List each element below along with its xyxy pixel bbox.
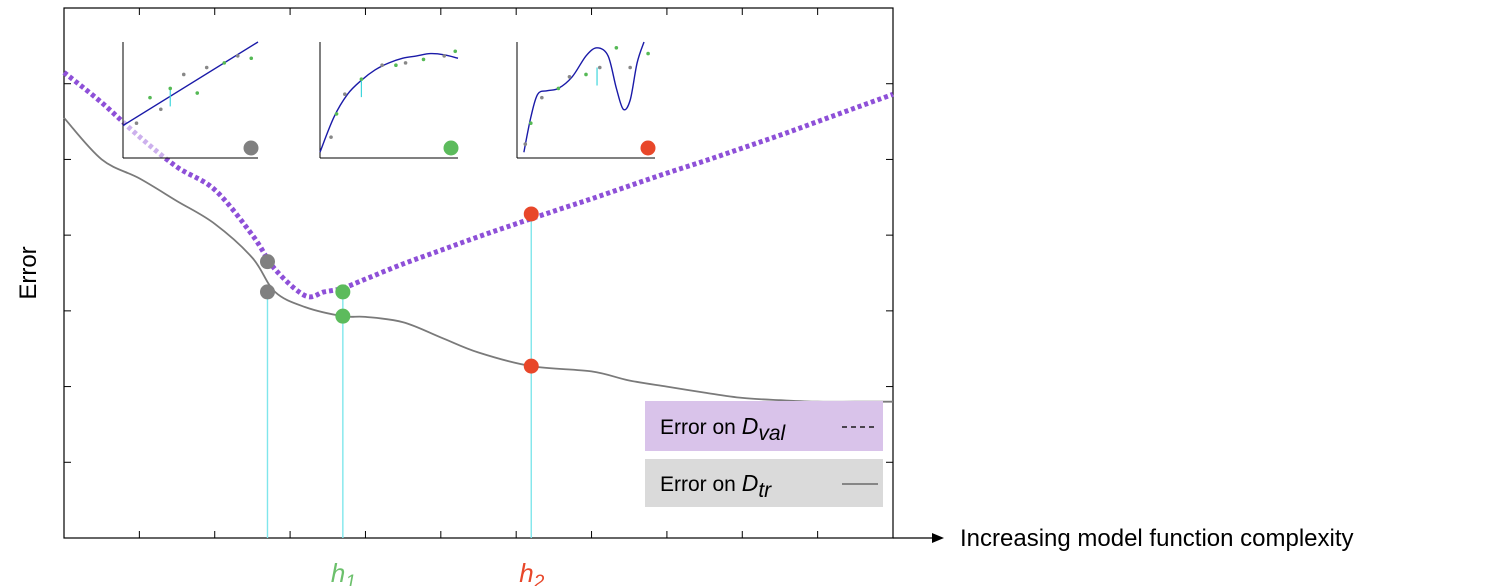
inset-data-point: [249, 56, 254, 61]
svg-text:Error on Dtr: Error on Dtr: [660, 470, 772, 502]
x-marker-symbol: h: [331, 558, 345, 586]
inset-data-point: [403, 61, 408, 65]
inset-fit-curve: [523, 41, 645, 153]
legend-tr-subscript: tr: [758, 479, 772, 502]
series-group: [62, 70, 894, 403]
x-marker-label: h1: [331, 558, 356, 586]
inset-data-point: [134, 121, 139, 125]
axis-ticks: [64, 8, 893, 538]
inset-data-point: [394, 63, 398, 67]
legend-val-background: [645, 401, 883, 451]
inset-data-point: [628, 65, 632, 70]
x-markers: h1 h2: [331, 558, 545, 586]
inset-fit-curve: [319, 52, 459, 153]
inset-data-point: [614, 46, 619, 50]
inset-data-point: [159, 107, 163, 112]
inset-data-point: [567, 75, 572, 79]
x-axis-label: Increasing model function complexity: [960, 525, 1354, 552]
inset-marker: [640, 140, 656, 156]
inset-good-fit: [319, 42, 459, 159]
legend-tr-prefix: Error on: [660, 473, 742, 496]
inset-overfit: [516, 41, 656, 159]
inset-data-point: [421, 57, 426, 62]
data-point: [523, 206, 539, 222]
legend-item-val: Error on Dval: [645, 401, 883, 451]
inset-fit-line: [122, 41, 259, 127]
legend-val-symbol: D: [742, 413, 759, 439]
inset-data-point: [584, 72, 588, 77]
series-line-val: [62, 70, 894, 300]
plot-frame: [63, 7, 894, 539]
inset-data-point: [329, 135, 333, 139]
inset-marker: [243, 140, 259, 156]
inset-data-point: [168, 86, 173, 91]
x-marker-subscript: 2: [533, 572, 545, 586]
data-point: [335, 308, 351, 324]
inset-data-point: [204, 65, 209, 70]
inset-data-point: [646, 51, 650, 56]
data-point: [259, 284, 275, 300]
legend-item-tr: Error on Dtr: [645, 459, 883, 507]
legend-tr-background: [645, 459, 883, 507]
inset-data-point: [195, 91, 200, 95]
series-line-tr: [63, 117, 893, 403]
x-axis-arrow-head: [932, 533, 944, 543]
x-marker-subscript: 1: [345, 572, 356, 586]
inset-data-point: [222, 61, 227, 65]
y-axis-label: Error: [15, 246, 42, 299]
inset-data-point: [181, 72, 186, 77]
svg-text:Error on Dval: Error on Dval: [660, 413, 787, 445]
inset-underfit: [122, 41, 259, 159]
inset-data-point: [598, 65, 602, 70]
legend-val-subscript: val: [758, 422, 786, 445]
insets-group: [122, 41, 656, 159]
inset-data-point: [359, 77, 364, 81]
inset-data-point: [380, 63, 384, 67]
inset-data-point: [343, 92, 347, 96]
legend-val-prefix: Error on: [660, 416, 742, 439]
inset-data-point: [148, 95, 152, 100]
inset-data-point: [235, 54, 240, 58]
marker-points: [259, 206, 539, 374]
inset-data-point: [334, 112, 339, 116]
data-point: [523, 358, 539, 374]
inset-data-point: [442, 54, 447, 58]
drop-lines: [266, 213, 532, 538]
inset-marker: [443, 140, 459, 156]
inset-data-point: [523, 142, 528, 146]
inset-background: [517, 42, 655, 158]
inset-data-point: [556, 86, 561, 91]
inset-background: [123, 42, 258, 158]
inset-data-point: [529, 121, 533, 125]
x-marker-symbol: h: [519, 558, 533, 586]
legend-tr-symbol: D: [742, 470, 759, 496]
x-marker-label: h2: [519, 558, 544, 586]
inset-background: [320, 42, 458, 158]
data-point: [335, 284, 351, 300]
data-point: [259, 254, 275, 270]
inset-data-point: [540, 95, 544, 100]
inset-data-point: [453, 49, 458, 54]
legend: Error on Dval Error on Dtr: [645, 401, 883, 507]
